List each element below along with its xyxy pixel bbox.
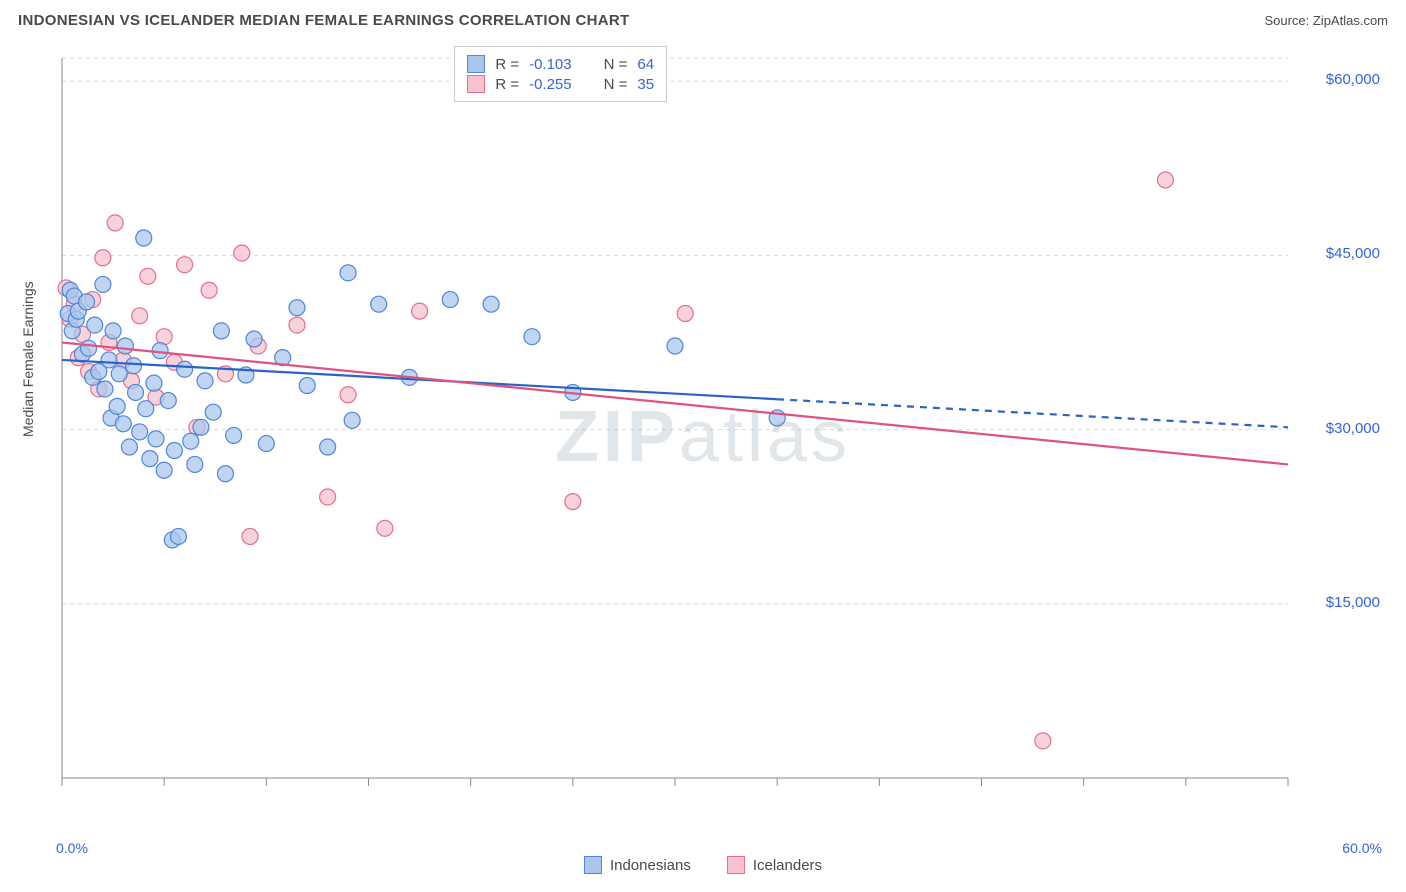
y-tick-label: $60,000	[1326, 71, 1380, 88]
legend-item-indonesians: Indonesians	[584, 856, 691, 874]
legend: Indonesians Icelanders	[0, 856, 1406, 874]
y-tick-label: $30,000	[1326, 420, 1380, 437]
legend-label: Icelanders	[753, 857, 822, 874]
legend-swatch-pink	[727, 856, 745, 874]
stats-swatch-pink	[467, 75, 485, 93]
scatter-chart	[18, 42, 1378, 802]
chart-header: INDONESIAN VS ICELANDER MEDIAN FEMALE EA…	[0, 0, 1406, 37]
chart-title: INDONESIAN VS ICELANDER MEDIAN FEMALE EA…	[18, 12, 629, 29]
source-label: Source: ZipAtlas.com	[1264, 13, 1388, 28]
legend-item-icelanders: Icelanders	[727, 856, 822, 874]
stats-swatch-blue	[467, 55, 485, 73]
legend-label: Indonesians	[610, 857, 691, 874]
stats-row: R =-0.103N =64	[467, 55, 654, 73]
correlation-stats-box: R =-0.103N =64 R =-0.255N =35	[454, 46, 667, 102]
chart-area: Median Female Earnings ZIPatlas R =-0.10…	[18, 42, 1388, 832]
y-tick-label: $45,000	[1326, 245, 1380, 262]
x-axis-max-label: 60.0%	[1342, 840, 1382, 856]
x-axis-min-label: 0.0%	[56, 840, 88, 856]
y-tick-label: $15,000	[1326, 594, 1380, 611]
y-axis-label: Median Female Earnings	[20, 281, 36, 437]
stats-row: R =-0.255N =35	[467, 75, 654, 93]
legend-swatch-blue	[584, 856, 602, 874]
